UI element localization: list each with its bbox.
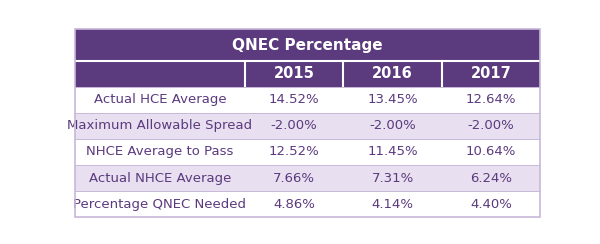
Text: 11.45%: 11.45% — [367, 145, 418, 158]
Text: 7.66%: 7.66% — [273, 172, 315, 184]
Text: 2017: 2017 — [470, 66, 511, 81]
Text: 12.52%: 12.52% — [269, 145, 319, 158]
Text: -2.00%: -2.00% — [369, 119, 416, 132]
Text: NHCE Average to Pass: NHCE Average to Pass — [86, 145, 233, 158]
Bar — [75, 61, 540, 87]
Text: Actual HCE Average: Actual HCE Average — [94, 93, 226, 106]
Text: 4.40%: 4.40% — [470, 198, 512, 211]
Text: -2.00%: -2.00% — [467, 119, 514, 132]
Bar — [75, 113, 540, 139]
Text: Percentage QNEC Needed: Percentage QNEC Needed — [73, 198, 247, 211]
Text: 12.64%: 12.64% — [466, 93, 516, 106]
Text: Maximum Allowable Spread: Maximum Allowable Spread — [67, 119, 253, 132]
Text: 14.52%: 14.52% — [269, 93, 319, 106]
Text: 13.45%: 13.45% — [367, 93, 418, 106]
Text: QNEC Percentage: QNEC Percentage — [232, 38, 383, 52]
Bar — [75, 165, 540, 191]
Text: 2015: 2015 — [274, 66, 314, 81]
Text: Actual NHCE Average: Actual NHCE Average — [89, 172, 231, 184]
Text: 2016: 2016 — [372, 66, 413, 81]
Text: 7.31%: 7.31% — [371, 172, 414, 184]
Text: 4.86%: 4.86% — [273, 198, 315, 211]
Bar — [75, 191, 540, 217]
Bar — [75, 87, 540, 113]
Text: 10.64%: 10.64% — [466, 145, 516, 158]
Text: -2.00%: -2.00% — [271, 119, 317, 132]
Text: 6.24%: 6.24% — [470, 172, 512, 184]
Text: 4.14%: 4.14% — [371, 198, 413, 211]
Bar — [75, 139, 540, 165]
Bar — [75, 29, 540, 61]
